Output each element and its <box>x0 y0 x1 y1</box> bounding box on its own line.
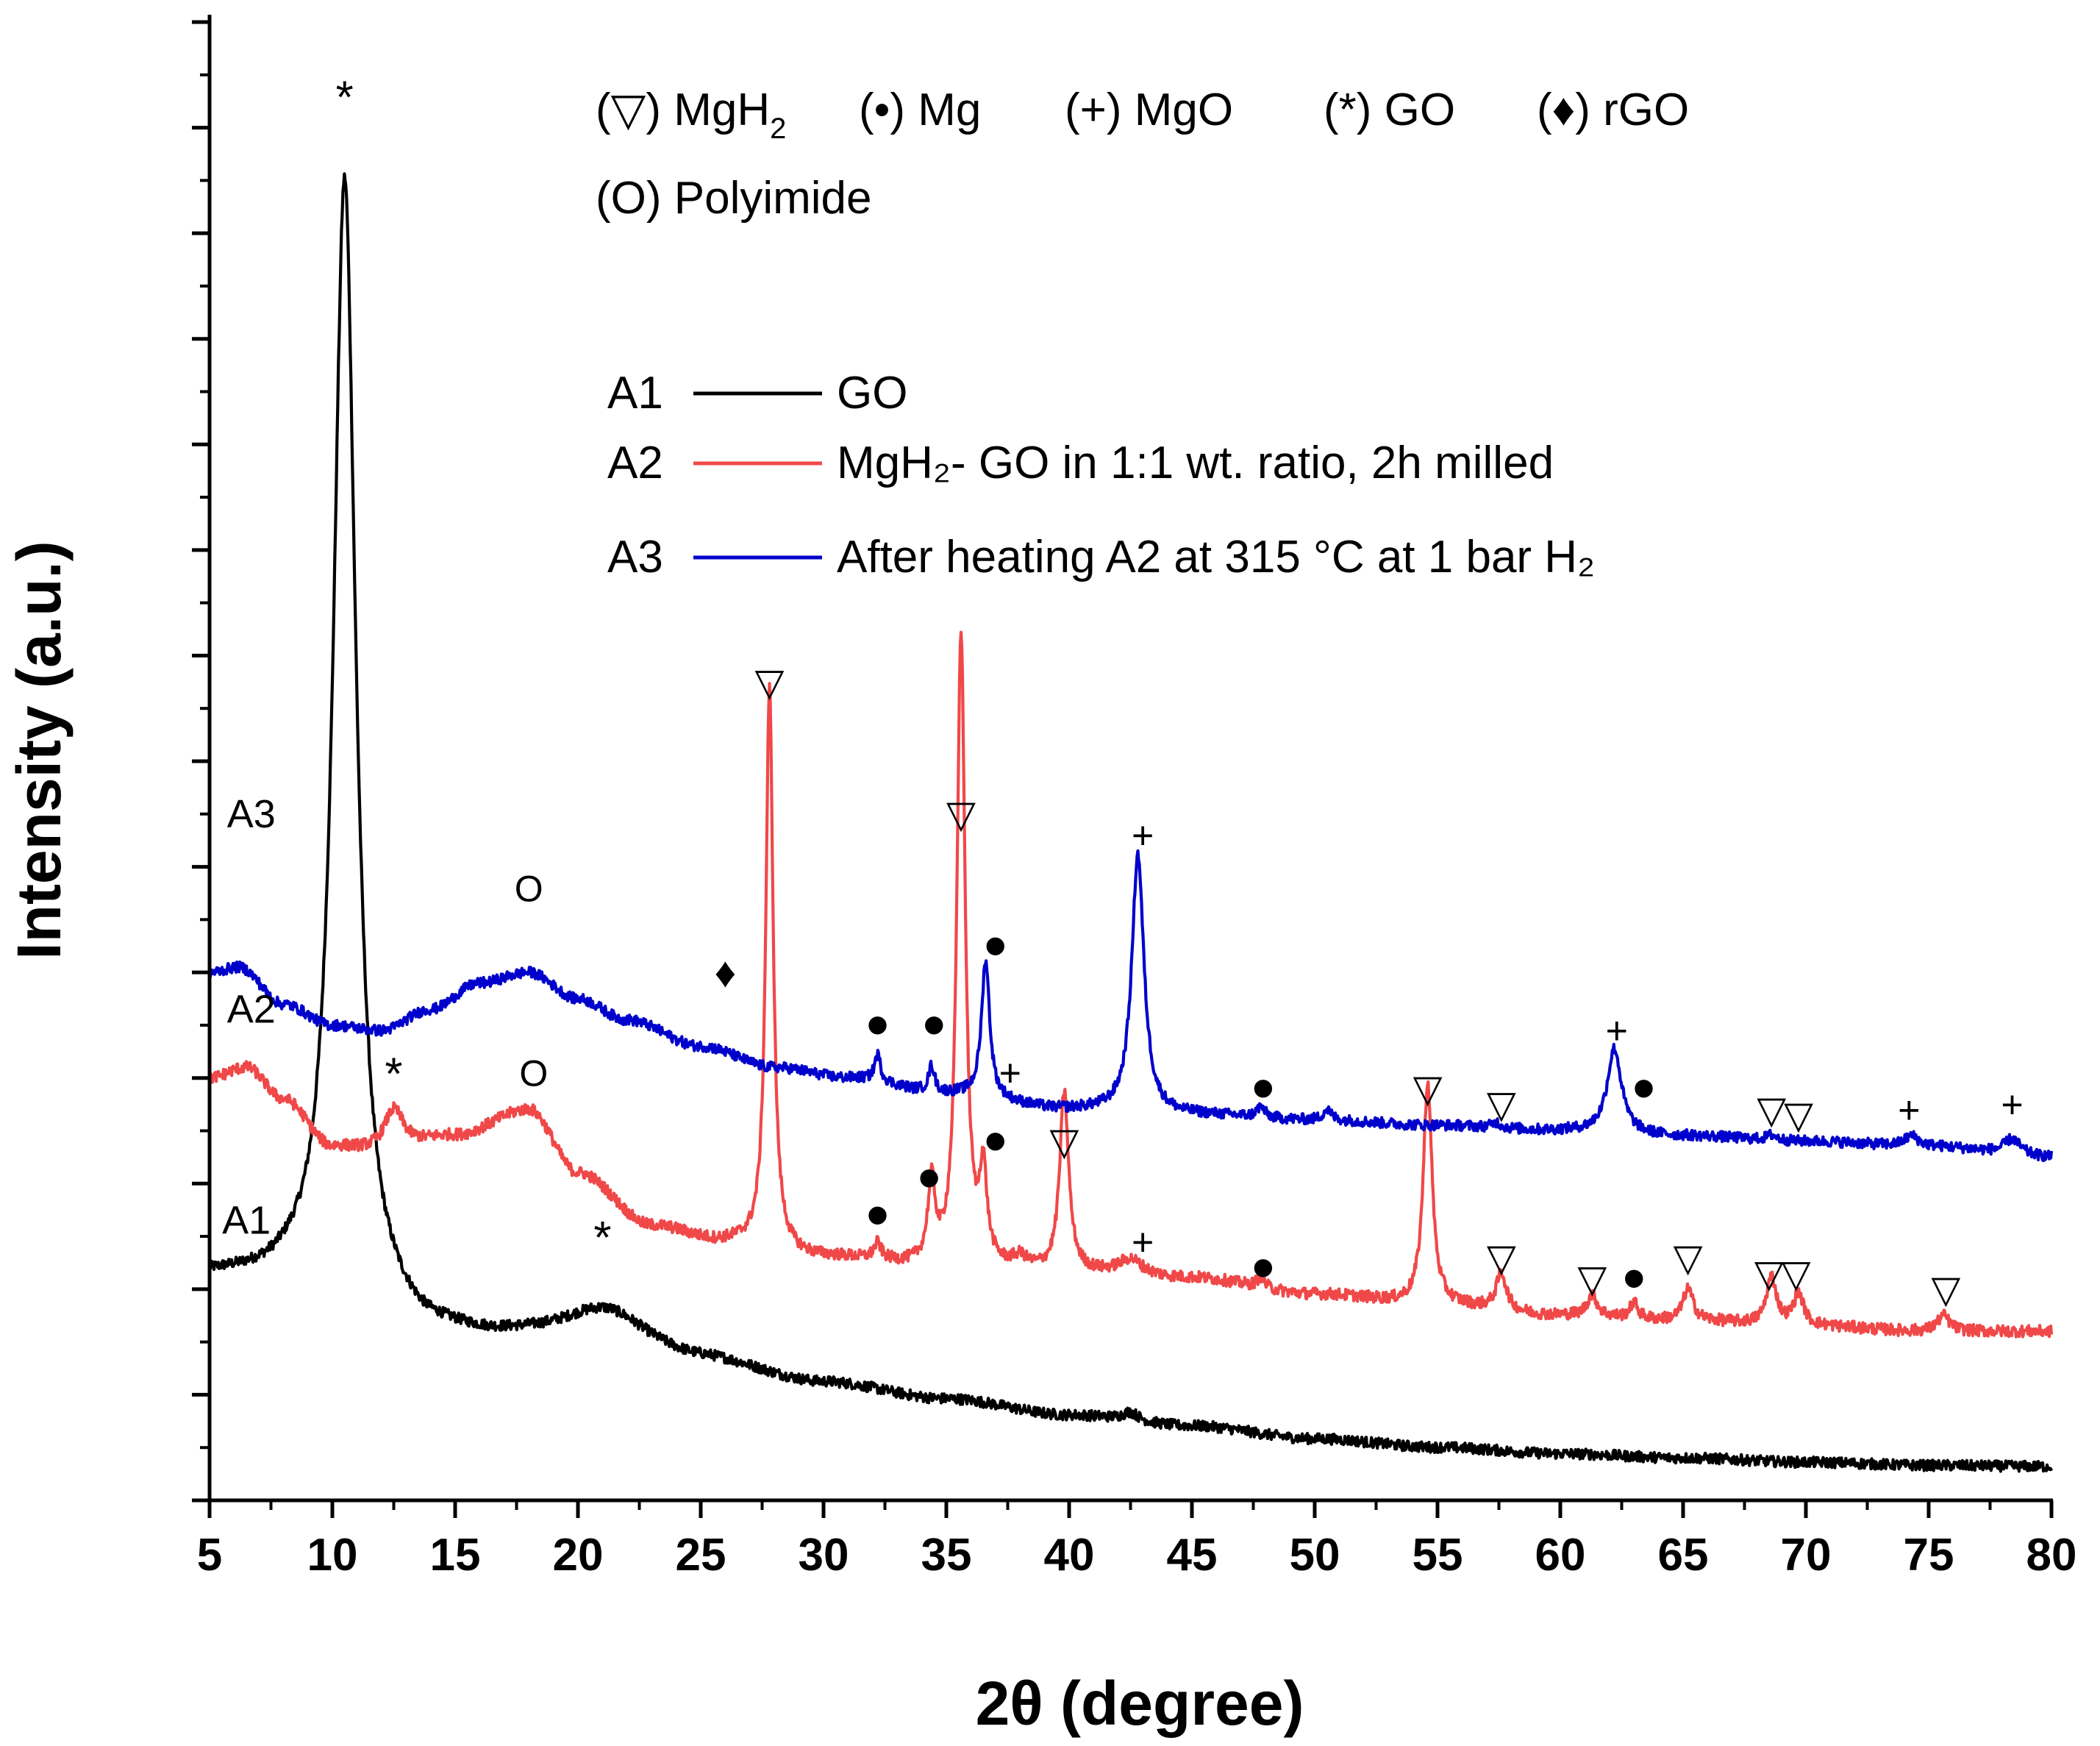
rgo-peak-marker: ♦ <box>715 949 737 997</box>
phase-key-text: (•) Mg <box>859 85 981 135</box>
curve-label-a2: A2 <box>227 987 276 1031</box>
polyimide-peak-marker: O <box>515 868 543 909</box>
phase-key-item: (▽) MgH2 <box>596 85 786 145</box>
mgo-peak-marker: + <box>999 1052 1021 1095</box>
phase-key-item: (O) Polyimide <box>596 173 872 224</box>
go-peak-marker: * <box>593 1213 611 1264</box>
mgh2-peak-marker: ▽ <box>1757 1089 1786 1132</box>
mgo-peak-marker: + <box>1606 1010 1628 1052</box>
phase-key-text: (O) Polyimide <box>596 173 872 224</box>
x-tick-label: 50 <box>1290 1530 1340 1581</box>
mgh2-peak-marker: ▽ <box>1782 1253 1811 1295</box>
x-tick-label: 65 <box>1658 1530 1709 1581</box>
mgh2-peak-marker: ▽ <box>755 661 785 704</box>
x-tick-label: 30 <box>799 1530 849 1581</box>
phase-key-item: (*) GO <box>1324 85 1455 135</box>
mg-peak-marker: • <box>984 1105 1007 1178</box>
legend-entry-a2: A2 MgH₂- GO in 1:1 wt. ratio, 2h milled <box>607 438 1554 488</box>
legend-id: A1 <box>607 368 663 418</box>
polyimide-peak-marker: O <box>519 1053 548 1094</box>
x-tick-label: 10 <box>307 1530 358 1581</box>
mgh2-peak-marker: ▽ <box>1487 1237 1516 1280</box>
curve-labels: A1 A2 A3 <box>222 792 276 1243</box>
mgh2-peak-marker: ▽ <box>946 794 976 836</box>
legend-entry-a1: A1 GO <box>607 368 907 418</box>
mg-peak-marker: • <box>918 1141 941 1215</box>
phase-key-item: (+) MgO <box>1065 85 1233 135</box>
series-line-a2 <box>207 630 2054 1339</box>
x-tick-label: 45 <box>1167 1530 1218 1581</box>
legend-id: A2 <box>607 438 663 488</box>
mgo-peak-marker: + <box>1132 815 1154 858</box>
mgo-peak-marker: + <box>1898 1089 1920 1132</box>
mg-peak-marker: • <box>866 1178 890 1252</box>
x-tick-label: 5 <box>197 1530 222 1581</box>
phase-key-item: (♦) rGO <box>1537 85 1689 135</box>
phase-key-item: (•) Mg <box>859 85 981 135</box>
mgh2-peak-marker: ▽ <box>1577 1258 1607 1301</box>
x-tick-label: 55 <box>1412 1530 1463 1581</box>
x-tick-label: 25 <box>676 1530 726 1581</box>
x-tick-label: 20 <box>553 1530 604 1581</box>
phase-key: (▽) MgH2 (•) Mg (+) MgO (*) GO (♦) rGO (O) Po… <box>596 85 1689 224</box>
series-line-a1 <box>207 172 2053 1473</box>
x-tick-label: 70 <box>1781 1530 1832 1581</box>
mgh2-peak-marker: ▽ <box>1931 1269 1960 1311</box>
phase-key-text: (+) MgO <box>1065 85 1233 135</box>
legend-id: A3 <box>607 532 663 582</box>
mgo-peak-marker: + <box>2001 1084 2023 1127</box>
series-line-a3 <box>207 849 2054 1162</box>
mg-peak-marker: • <box>866 988 890 1062</box>
mg-peak-marker: • <box>1622 1242 1646 1316</box>
y-axis-title: Intensity (a.u.) <box>4 541 74 959</box>
mg-peak-marker: • <box>923 988 946 1062</box>
x-tick-label: 80 <box>2026 1530 2077 1581</box>
legend-label: GO <box>837 368 907 418</box>
curve-label-a3: A3 <box>227 792 276 836</box>
mg-peak-marker: • <box>984 909 1007 983</box>
mgh2-peak-marker: ▽ <box>1754 1253 1784 1295</box>
mgh2-peak-marker: ▽ <box>1674 1237 1703 1280</box>
curve-label-a1: A1 <box>222 1199 271 1243</box>
mgh2-peak-marker: ▽ <box>1487 1084 1516 1127</box>
legend-label: MgH₂- GO in 1:1 wt. ratio, 2h milled <box>837 438 1554 488</box>
mgo-peak-marker: + <box>1132 1221 1154 1264</box>
x-tick-label: 40 <box>1044 1530 1095 1581</box>
x-tick-label: 60 <box>1535 1530 1586 1581</box>
peak-markers: ***OO♦▽▽▽▽ ▽▽ ▽ ▽ ▽▽▽▽▽• •••••••••+++++ + <box>336 72 2024 1315</box>
x-axis-title: 2θ (degree) <box>976 1669 1304 1738</box>
mgh2-peak-marker: ▽ <box>1049 1121 1079 1164</box>
x-tick-label: 75 <box>1904 1530 1954 1581</box>
phase-key-text: (*) GO <box>1324 85 1455 135</box>
go-peak-marker: * <box>336 72 354 123</box>
x-tick-label: 15 <box>430 1530 481 1581</box>
axis-ticks: 5 10 15 20 25 30 35 40 45 50 55 60 65 70 75 80 <box>192 20 2077 1581</box>
mg-peak-marker: • <box>1251 1231 1275 1305</box>
mg-peak-marker: • <box>1251 1052 1275 1125</box>
x-tick-label: 35 <box>921 1530 972 1581</box>
phase-key-text: (♦) rGO <box>1537 85 1689 135</box>
mg-peak-marker: • <box>1632 1052 1656 1125</box>
phase-key-text: (▽) MgH2 <box>596 85 786 145</box>
mgh2-peak-marker: ▽ <box>1413 1068 1443 1111</box>
series-curves <box>207 172 2054 1473</box>
go-peak-marker: * <box>385 1049 402 1100</box>
legend-label: After heating A2 at 315 °C at 1 bar H₂ <box>837 532 1595 582</box>
legend: A1 GO A2 MgH₂- GO in 1:1 wt. ratio, 2h mil… <box>607 368 1595 582</box>
mgh2-peak-marker: ▽ <box>1784 1094 1813 1137</box>
legend-entry-a3: A3 After heating A2 at 315 °C at 1 bar H₂ <box>607 532 1595 582</box>
